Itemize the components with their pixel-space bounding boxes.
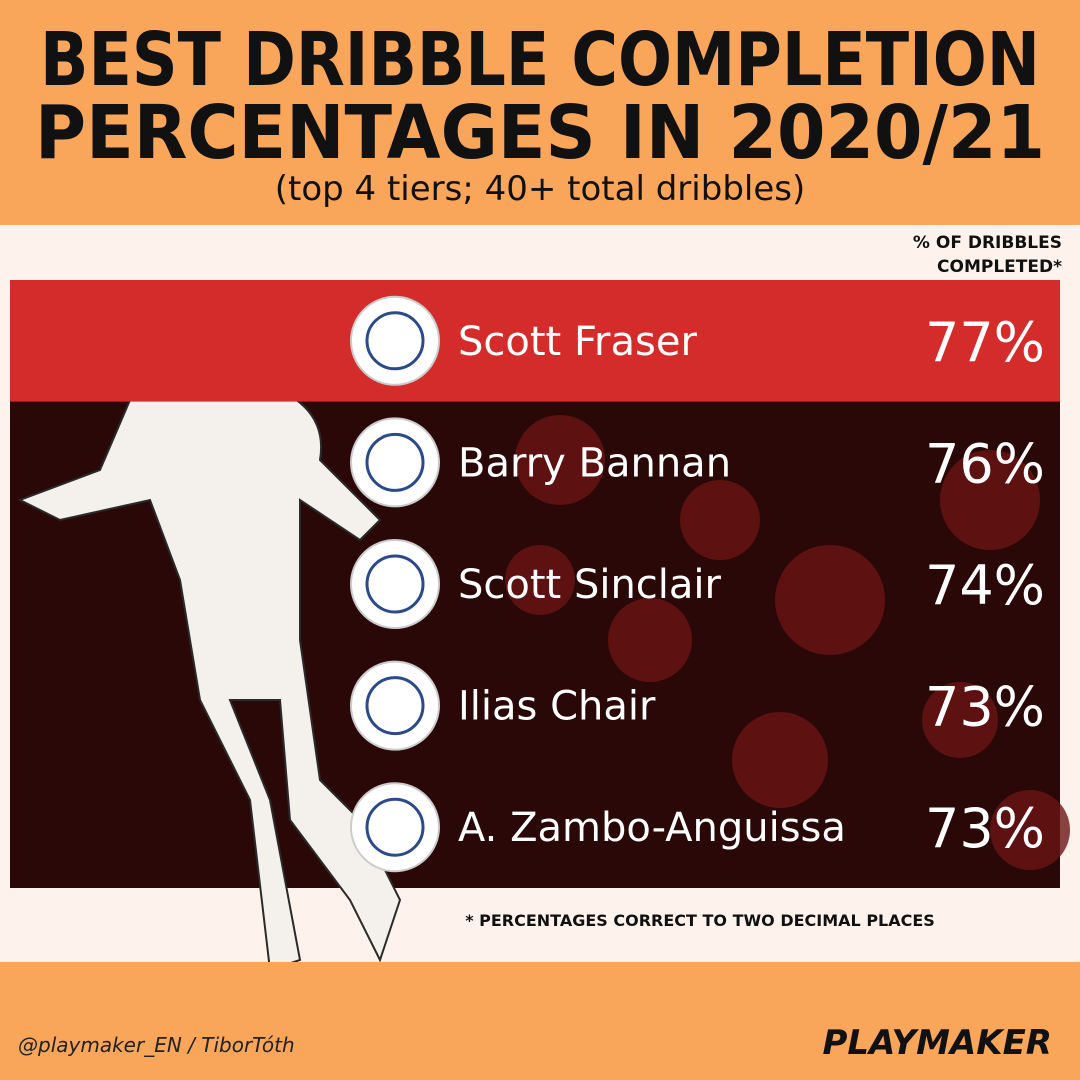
club-logo	[350, 417, 440, 508]
club-logo-inner	[365, 797, 425, 857]
rows: Scott Fraser 77% Barry Bannan 76% Scott Sinc…	[10, 280, 1060, 873]
percentage: 74%	[925, 554, 1045, 617]
player-name: A. Zambo-Anguissa	[458, 805, 846, 851]
player-name: Ilias Chair	[458, 684, 656, 730]
header-band	[0, 0, 1080, 225]
club-logo-inner	[365, 432, 425, 492]
club-logo	[350, 782, 440, 873]
percentage: 76%	[925, 432, 1045, 495]
player-name: Scott Fraser	[458, 319, 697, 365]
percentage: 73%	[925, 797, 1045, 860]
club-logo	[350, 295, 440, 386]
footer-band	[0, 962, 1080, 1080]
credit: @playmaker_EN / TiborTóth	[18, 1033, 295, 1057]
footnote: * PERCENTAGES CORRECT TO TWO DECIMAL PLA…	[465, 911, 935, 930]
subtitle: (top 4 tiers; 40+ total dribbles)	[275, 169, 806, 209]
player-name: Scott Sinclair	[458, 562, 722, 608]
percentage: 77%	[925, 311, 1045, 374]
brand: PLAYMAKER	[822, 1023, 1052, 1063]
club-logo	[350, 660, 440, 751]
decor-circles	[505, 415, 1070, 870]
percentage: 73%	[925, 676, 1045, 739]
row-highlight	[10, 280, 1060, 402]
club-logo-inner	[365, 676, 425, 736]
club-logo-inner	[365, 554, 425, 614]
title-line: PERCENTAGES IN 2020/21	[35, 90, 1045, 176]
club-logo-inner	[365, 311, 425, 371]
club-logo	[350, 539, 440, 629]
column-label: COMPLETED*	[937, 257, 1062, 277]
title-line: BEST DRIBBLE COMPLETION	[40, 17, 1040, 103]
player-name: Barry Bannan	[458, 440, 731, 486]
column-label: % OF DRIBBLES	[913, 233, 1062, 253]
